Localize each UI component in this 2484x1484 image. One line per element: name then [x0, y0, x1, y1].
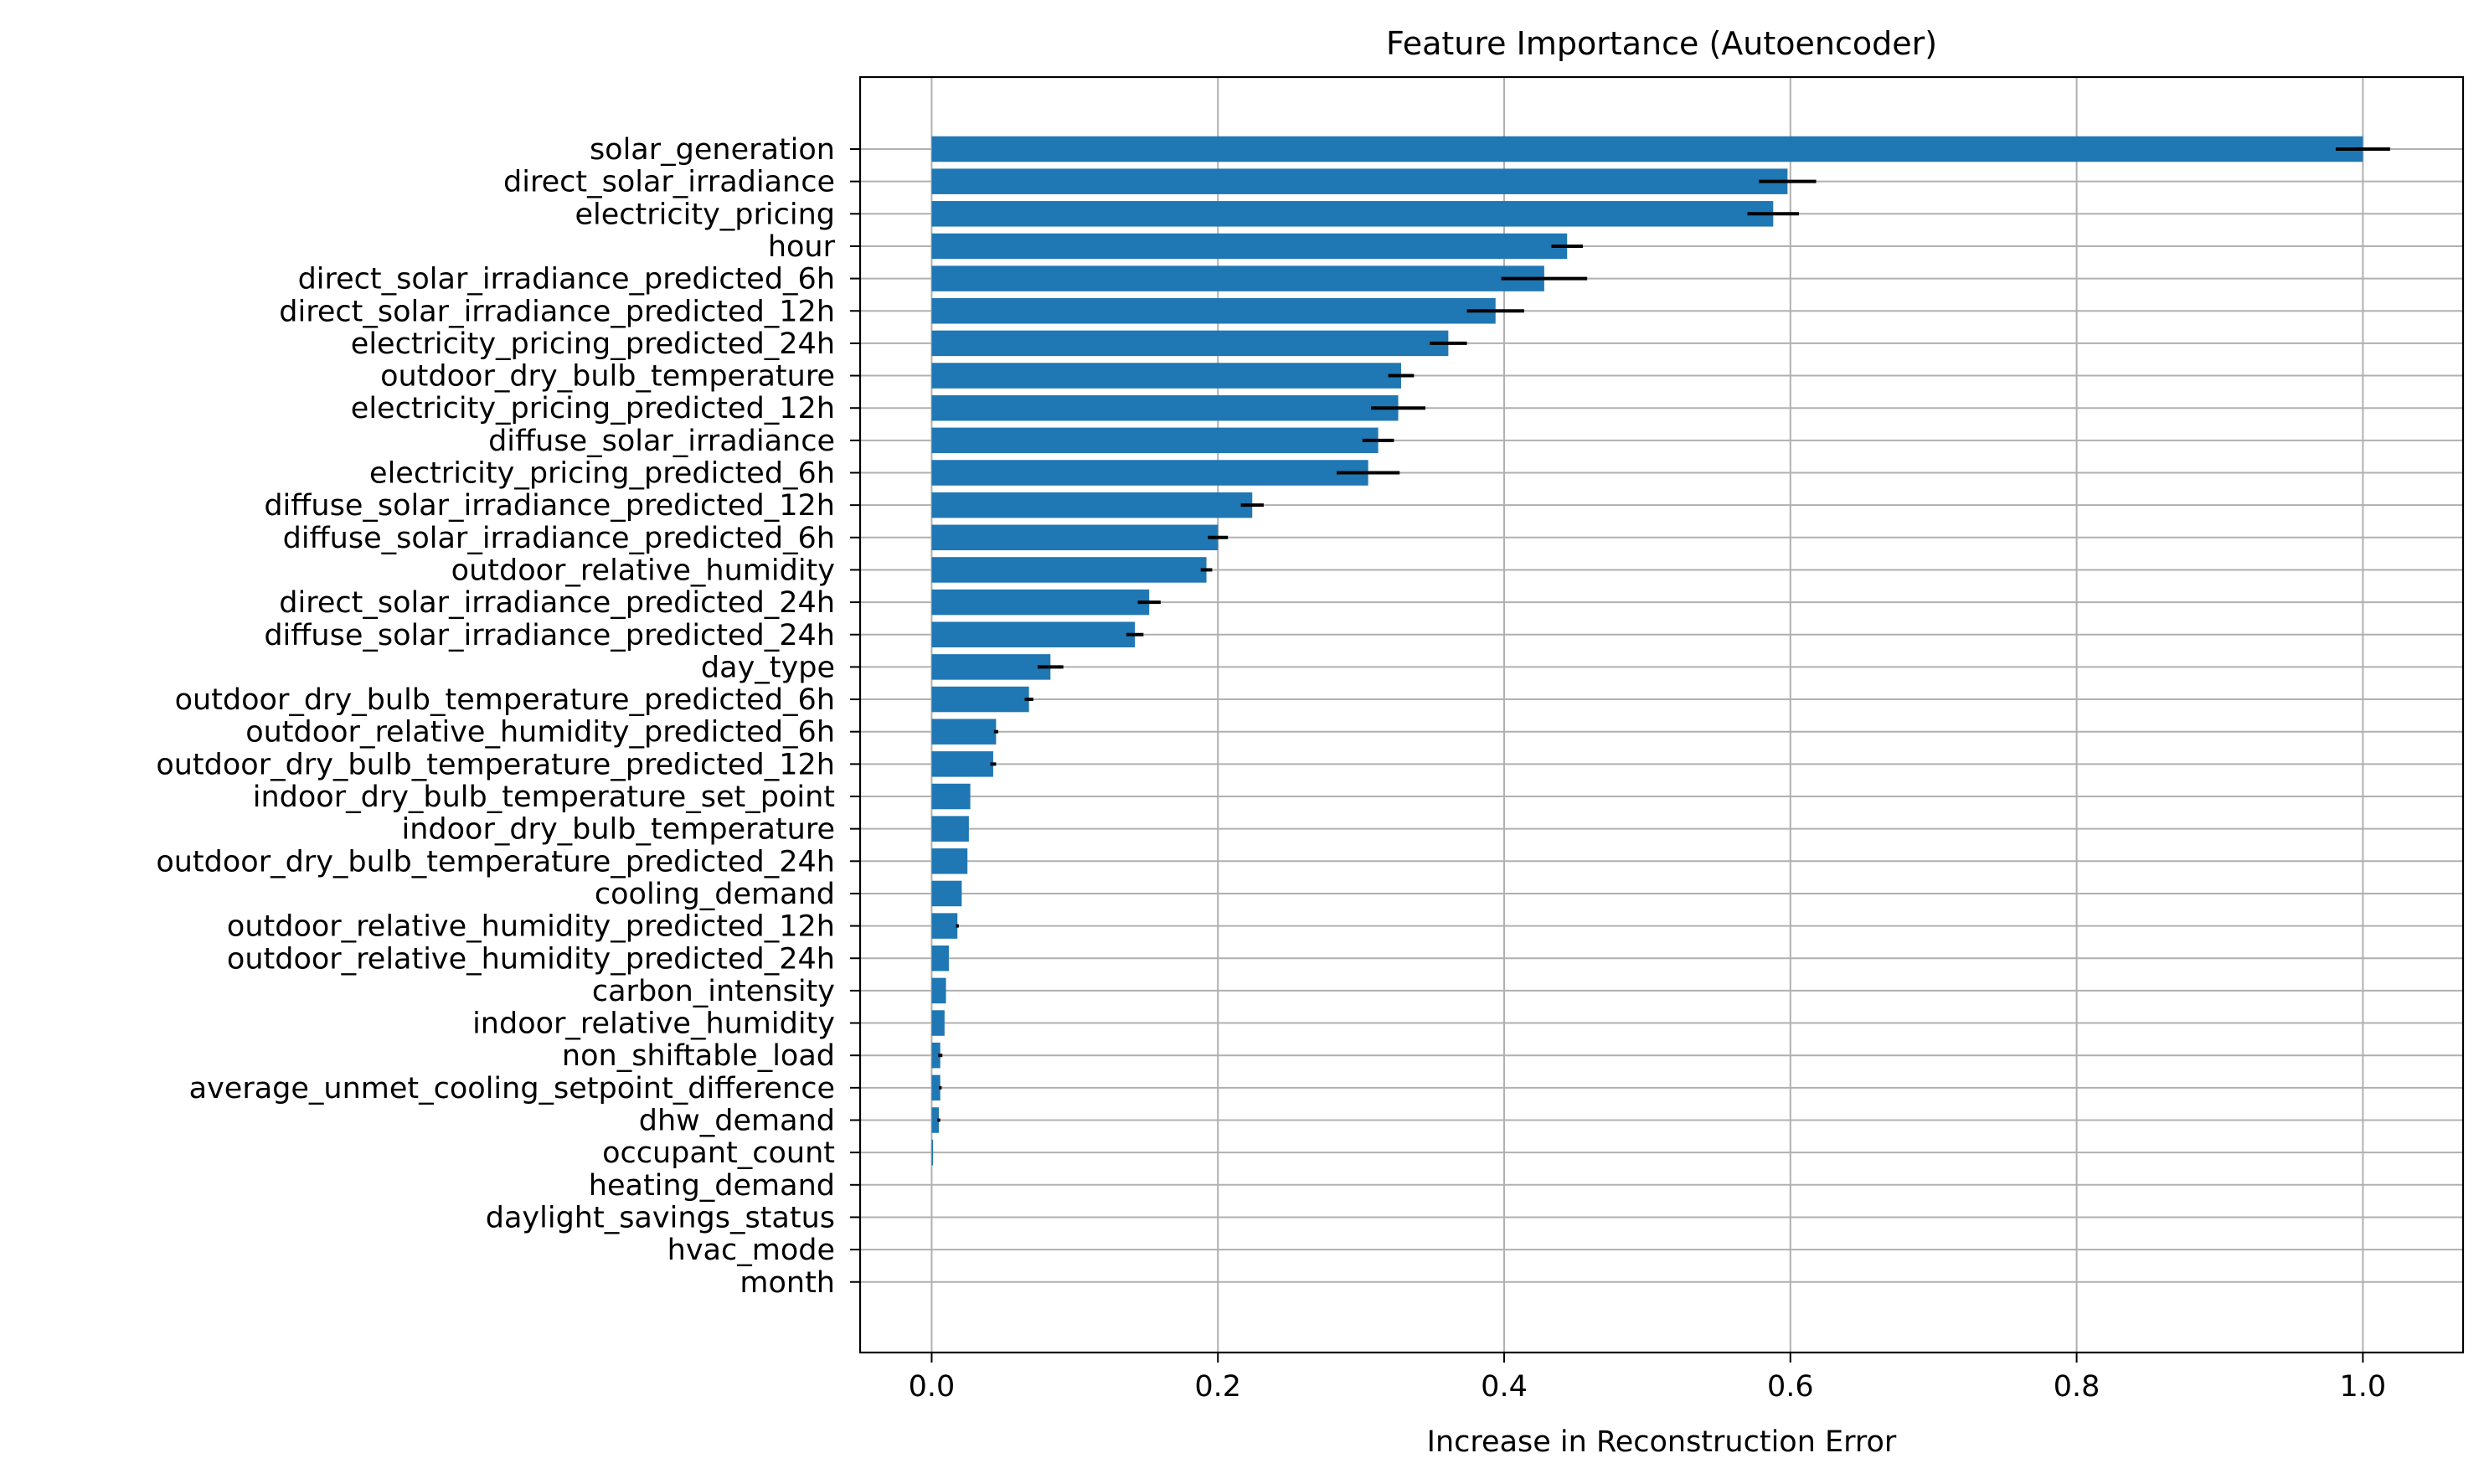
y-tick-label: indoor_dry_bulb_temperature [402, 813, 836, 847]
bar [931, 751, 993, 777]
y-tick-label: indoor_relative_humidity [472, 1007, 835, 1041]
bar [931, 1107, 939, 1133]
bar [931, 880, 962, 907]
y-tick-label: occupant_count [602, 1136, 835, 1170]
y-tick-label: outdoor_dry_bulb_temperature_predicted_6… [175, 683, 835, 717]
y-tick-label: direct_solar_irradiance_predicted_12h [279, 295, 835, 328]
bar [931, 492, 1253, 518]
y-tick-label: outdoor_dry_bulb_temperature_predicted_1… [156, 748, 835, 781]
errorbars-layer [937, 147, 2390, 1122]
bar [931, 719, 997, 745]
bar [931, 1010, 945, 1036]
y-tick-label: carbon_intensity [592, 975, 835, 1008]
x-axis-label: Increase in Reconstruction Error [1427, 1425, 1897, 1459]
bar [931, 201, 1774, 227]
y-tick-label: outdoor_relative_humidity_predicted_6h [245, 716, 835, 750]
bar [931, 427, 1379, 454]
y-tick-label: daylight_savings_status [486, 1201, 835, 1234]
bar [931, 654, 1051, 680]
bar [931, 233, 1568, 260]
y-tick-label: hvac_mode [667, 1234, 835, 1267]
y-tick-label: outdoor_dry_bulb_temperature_predicted_2… [156, 845, 835, 879]
bar [931, 913, 958, 939]
bar [931, 1042, 941, 1069]
bar [931, 460, 1368, 486]
bar [931, 330, 1449, 357]
x-tick-label: 0.4 [1481, 1370, 1528, 1404]
y-tick-label: non_shiftable_load [562, 1039, 835, 1073]
bar [931, 363, 1401, 389]
bar [931, 848, 968, 874]
y-tick-label: direct_solar_irradiance_predicted_6h [298, 263, 835, 296]
bar [931, 1074, 941, 1101]
x-axis: 0.0 0.2 0.4 0.6 0.8 1.0 [909, 1353, 2387, 1404]
bar [931, 946, 949, 971]
bar [931, 136, 2363, 162]
plot-area-frame [858, 75, 2465, 1354]
y-tick-label: electricity_pricing_predicted_24h [351, 327, 835, 361]
y-tick-label: solar_generation [590, 133, 835, 167]
x-tick-label: 0.8 [2054, 1370, 2100, 1404]
bar [931, 783, 971, 810]
bar [931, 1139, 934, 1166]
y-tick-label: average_unmet_cooling_setpoint_differenc… [189, 1072, 835, 1105]
y-tick-label: direct_solar_irradiance_predicted_24h [279, 586, 835, 620]
y-tick-label: indoor_dry_bulb_temperature_set_point [253, 781, 835, 814]
x-tick-label: 0.2 [1194, 1370, 1241, 1404]
bar [931, 686, 1029, 713]
bars-layer [931, 136, 2363, 1166]
y-tick-label: electricity_pricing_predicted_12h [351, 392, 835, 425]
y-tick-label: electricity_pricing_predicted_6h [369, 457, 835, 491]
x-tick-label: 1.0 [2340, 1370, 2387, 1404]
bar [931, 621, 1136, 647]
bar [931, 977, 946, 1004]
bar [931, 265, 1544, 291]
y-tick-label: month [740, 1266, 835, 1300]
bar [931, 298, 1496, 324]
y-tick-label: electricity_pricing [575, 198, 835, 231]
y-tick-label: outdoor_relative_humidity_predicted_12h [227, 910, 835, 944]
y-tick-label: day_type [701, 651, 835, 684]
y-tick-label: outdoor_relative_humidity_predicted_24h [227, 942, 835, 976]
y-tick-label: direct_solar_irradiance [503, 166, 835, 199]
y-tick-label: diffuse_solar_irradiance_predicted_6h [283, 522, 835, 555]
y-tick-label: dhw_demand [639, 1105, 835, 1138]
bar [931, 524, 1219, 551]
y-axis: solar_generationdirect_solar_irradiancee… [156, 133, 860, 1300]
bar [931, 168, 1788, 194]
bar [931, 816, 969, 842]
bar [931, 557, 1207, 583]
x-tick-label: 0.6 [1767, 1370, 1814, 1404]
y-tick-label: diffuse_solar_irradiance [488, 425, 835, 458]
chart-title: Feature Importance (Autoencoder) [1386, 25, 1937, 62]
y-tick-label: diffuse_solar_irradiance_predicted_24h [264, 619, 835, 652]
y-tick-label: hour [768, 230, 836, 264]
y-tick-label: heating_demand [589, 1169, 835, 1203]
y-tick-label: outdoor_relative_humidity [451, 554, 835, 587]
y-tick-label: cooling_demand [595, 878, 835, 911]
y-tick-label: diffuse_solar_irradiance_predicted_12h [264, 489, 835, 523]
y-tick-label: outdoor_dry_bulb_temperature [380, 360, 835, 394]
bar [931, 394, 1399, 421]
x-tick-label: 0.0 [909, 1370, 956, 1404]
bar [931, 589, 1150, 616]
